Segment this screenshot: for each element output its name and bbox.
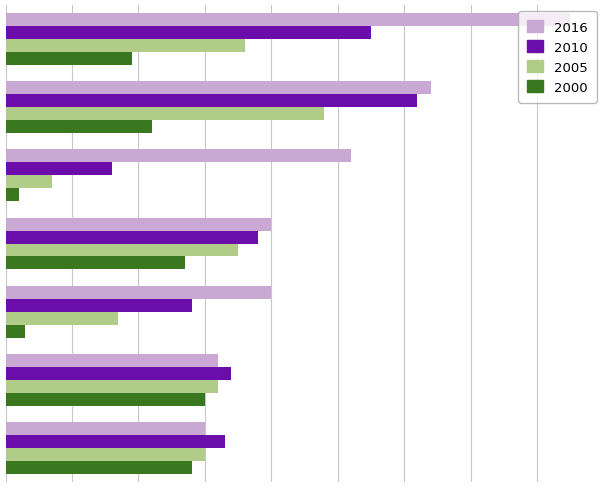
Bar <box>5 354 218 367</box>
Legend: 2016, 2010, 2005, 2000: 2016, 2010, 2005, 2000 <box>518 12 597 104</box>
Bar <box>5 150 351 163</box>
Bar <box>5 82 431 95</box>
Bar <box>5 53 132 65</box>
Bar <box>5 27 371 40</box>
Bar <box>5 189 19 202</box>
Bar <box>5 163 112 176</box>
Bar <box>5 218 271 231</box>
Bar <box>5 108 325 121</box>
Bar <box>5 231 258 244</box>
Bar <box>5 40 245 53</box>
Bar <box>5 14 570 27</box>
Bar <box>5 121 152 134</box>
Bar <box>5 95 417 108</box>
Bar <box>5 299 192 312</box>
Bar <box>5 325 26 338</box>
Bar <box>5 286 271 299</box>
Bar <box>5 257 185 270</box>
Bar <box>5 435 225 448</box>
Bar <box>5 367 231 380</box>
Bar <box>5 380 218 393</box>
Bar <box>5 393 205 406</box>
Bar <box>5 423 205 435</box>
Bar <box>5 448 205 461</box>
Bar <box>5 312 119 325</box>
Bar <box>5 176 52 189</box>
Bar <box>5 244 238 257</box>
Bar <box>5 461 192 474</box>
